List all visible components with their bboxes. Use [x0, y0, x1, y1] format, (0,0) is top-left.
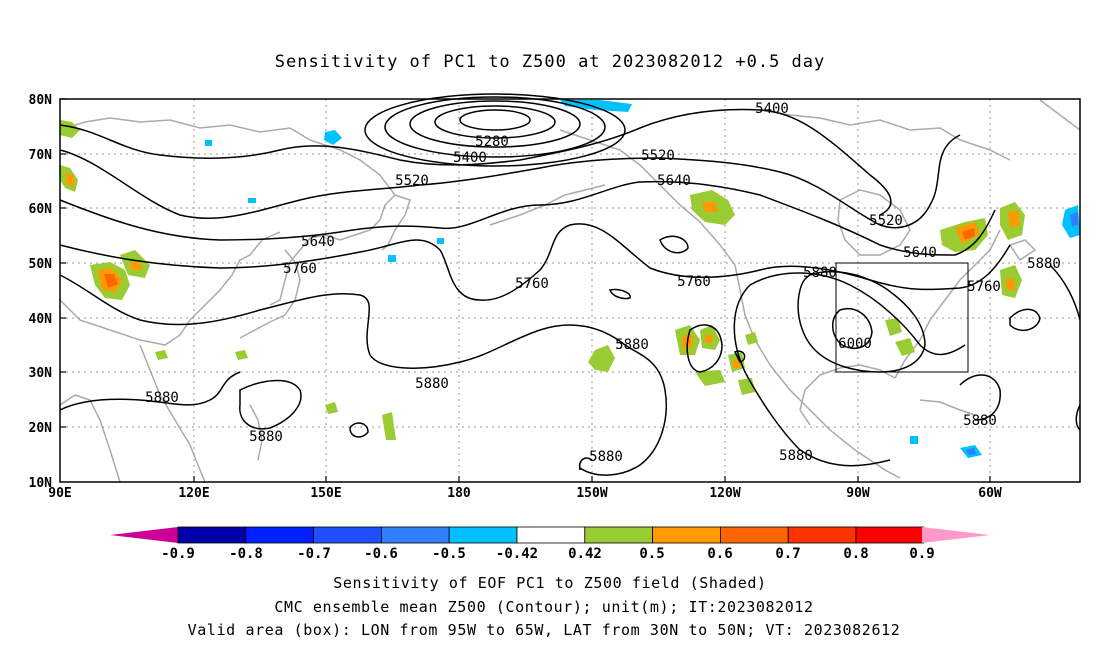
- colorbar-label: 0.9: [909, 546, 934, 562]
- contour-label: 5520: [395, 173, 429, 189]
- contour-label-group: 5280 5400 5400 5520 5520 5520 5640 5640 …: [145, 101, 1061, 465]
- colorbar-label: 0.8: [843, 546, 868, 562]
- caption-contour: CMC ensemble mean Z500 (Contour); unit(m…: [274, 598, 813, 616]
- lat-label: 80N: [29, 93, 53, 108]
- colorbar-swatch: [245, 526, 315, 544]
- lat-label: 10N: [29, 476, 53, 491]
- lat-label: 30N: [29, 366, 53, 381]
- colorbar-label: -0.9: [161, 546, 195, 562]
- contour-label: 5760: [677, 274, 711, 290]
- colorbar-swatch: [720, 526, 789, 544]
- axis-ticks: [60, 98, 991, 482]
- colorbar-swatch: [652, 526, 721, 544]
- colorbar-swatch: [313, 526, 382, 544]
- map-plot-area: 5280 5400 5400 5520 5520 5520 5640 5640 …: [59, 93, 1081, 483]
- contour-label: 5880: [145, 390, 179, 406]
- lon-label: 180: [447, 486, 471, 501]
- contour-label: 5880: [963, 413, 997, 429]
- lat-label: 60N: [29, 202, 53, 217]
- colorbar-swatch: [516, 526, 586, 544]
- lon-label: 60W: [978, 486, 1002, 501]
- contour-label: 5640: [657, 173, 691, 189]
- lat-label: 50N: [29, 257, 53, 272]
- colorbar-label: -0.8: [229, 546, 263, 562]
- colorbar-high-arrow: [922, 527, 990, 543]
- colorbar-label: -0.7: [297, 546, 331, 562]
- contour-label: 5640: [301, 234, 335, 250]
- contour-label: 6000: [838, 336, 872, 352]
- lat-label: 70N: [29, 148, 53, 163]
- colorbar-low-arrow: [110, 527, 178, 543]
- lon-label: 120W: [709, 486, 740, 501]
- longitude-labels: 90E 120E 150E 180 150W 120W 90W 60W: [48, 486, 1002, 501]
- lon-label: 120E: [178, 486, 209, 501]
- lon-label: 90E: [48, 486, 71, 501]
- valid-area-box: [835, 262, 969, 373]
- colorbar-label: 0.5: [639, 546, 664, 562]
- colorbar-label: 0.42: [568, 546, 602, 562]
- map-title: Sensitivity of PC1 to Z500 at 2023082012…: [275, 52, 826, 72]
- colorbar-label: 0.6: [707, 546, 732, 562]
- colorbar-swatch: [584, 526, 653, 544]
- contour-label: 5760: [283, 261, 317, 277]
- colorbar-label: -0.42: [496, 546, 538, 562]
- lon-label: 90W: [846, 486, 870, 501]
- caption-shaded: Sensitivity of EOF PC1 to Z500 field (Sh…: [333, 574, 766, 592]
- colorbar-label: -0.6: [364, 546, 398, 562]
- latitude-labels: 80N 70N 60N 50N 40N 30N 20N 10N: [29, 93, 53, 491]
- lon-label: 150W: [576, 486, 607, 501]
- contour-label: 5760: [515, 276, 549, 292]
- caption-valid-area: Valid area (box): LON from 95W to 65W, L…: [188, 621, 901, 639]
- colorbar-swatch: [448, 526, 518, 544]
- lat-label: 40N: [29, 312, 53, 327]
- z500-contours: [59, 93, 1081, 476]
- contour-label: 5400: [453, 150, 487, 166]
- contour-label: 5280: [475, 134, 509, 150]
- lon-label: 150E: [310, 486, 341, 501]
- contour-label: 5880: [803, 265, 837, 281]
- colorbar-swatch: [380, 526, 450, 544]
- contour-label: 5880: [779, 448, 813, 464]
- contour-label: 5880: [589, 449, 623, 465]
- colorbar: -0.9 -0.8 -0.7 -0.6 -0.5 -0.42 0.42 0.5 …: [110, 526, 990, 562]
- contour-label: 5880: [615, 337, 649, 353]
- colorbar-label: 0.7: [775, 546, 800, 562]
- contour-label: 5520: [641, 148, 675, 164]
- contour-label: 5640: [903, 245, 937, 261]
- contour-label: 5880: [415, 376, 449, 392]
- colorbar-swatch: [855, 526, 925, 544]
- colorbar-swatch: [177, 526, 247, 544]
- contour-label: 5400: [755, 101, 789, 117]
- contour-label: 5880: [1027, 256, 1061, 272]
- lat-label: 20N: [29, 421, 53, 436]
- colorbar-swatch: [787, 526, 857, 544]
- contour-label: 5520: [869, 213, 903, 229]
- sensitivity-shading: [60, 100, 1080, 458]
- colorbar-label: -0.5: [432, 546, 466, 562]
- contour-label: 5760: [967, 279, 1001, 295]
- contour-label: 5880: [249, 429, 283, 445]
